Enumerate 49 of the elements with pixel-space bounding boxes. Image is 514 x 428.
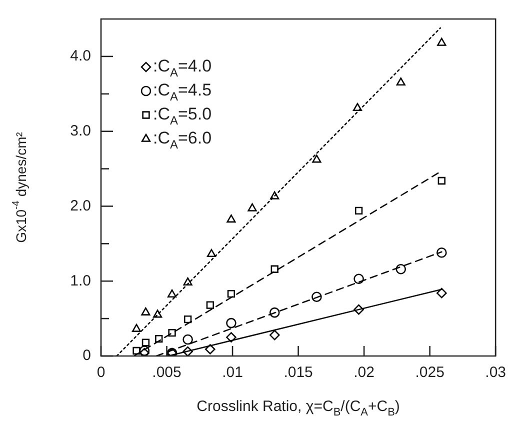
point bbox=[352, 102, 362, 112]
x-tick-label: .005 bbox=[152, 364, 182, 382]
point bbox=[226, 214, 236, 223]
x-tick-label: .02 bbox=[354, 364, 374, 382]
y-tick-label: 1.0 bbox=[70, 272, 91, 290]
point bbox=[396, 264, 406, 274]
point bbox=[226, 332, 236, 342]
point bbox=[168, 328, 176, 337]
y-tick-label: 4.0 bbox=[70, 48, 91, 65]
point bbox=[354, 274, 364, 284]
point bbox=[206, 249, 216, 258]
point bbox=[438, 176, 446, 185]
x-tick-label: .025 bbox=[415, 364, 444, 382]
point bbox=[184, 315, 192, 324]
point bbox=[142, 338, 150, 346]
point bbox=[436, 288, 447, 298]
point bbox=[248, 203, 257, 212]
point bbox=[226, 318, 236, 328]
point bbox=[141, 307, 150, 316]
y-axis-title: Gx10-4 dynes/cm² bbox=[11, 132, 29, 243]
x-tick-label: .01 bbox=[222, 364, 243, 382]
point bbox=[132, 324, 142, 332]
y-tick-label: 0 bbox=[82, 347, 91, 364]
point bbox=[437, 38, 446, 46]
x-tick-label: .015 bbox=[284, 364, 313, 382]
point bbox=[269, 330, 280, 340]
point bbox=[167, 289, 177, 298]
point bbox=[153, 310, 162, 318]
point bbox=[182, 346, 193, 356]
point bbox=[155, 334, 163, 343]
y-tick-label: 2.0 bbox=[70, 197, 91, 214]
x-tick-label: .03 bbox=[485, 364, 506, 382]
x-tick-label: 0 bbox=[96, 364, 106, 382]
point bbox=[269, 307, 280, 318]
point bbox=[183, 277, 192, 286]
point bbox=[227, 290, 236, 298]
point bbox=[206, 301, 214, 309]
point bbox=[270, 191, 280, 200]
point bbox=[205, 344, 216, 354]
point bbox=[312, 292, 322, 302]
point bbox=[182, 334, 193, 345]
y-tick-label: 3.0 bbox=[70, 122, 91, 140]
point bbox=[354, 206, 363, 215]
point bbox=[396, 78, 406, 86]
point bbox=[436, 248, 447, 258]
point bbox=[312, 154, 322, 163]
point bbox=[270, 265, 278, 273]
point bbox=[354, 304, 364, 315]
point bbox=[132, 346, 140, 355]
